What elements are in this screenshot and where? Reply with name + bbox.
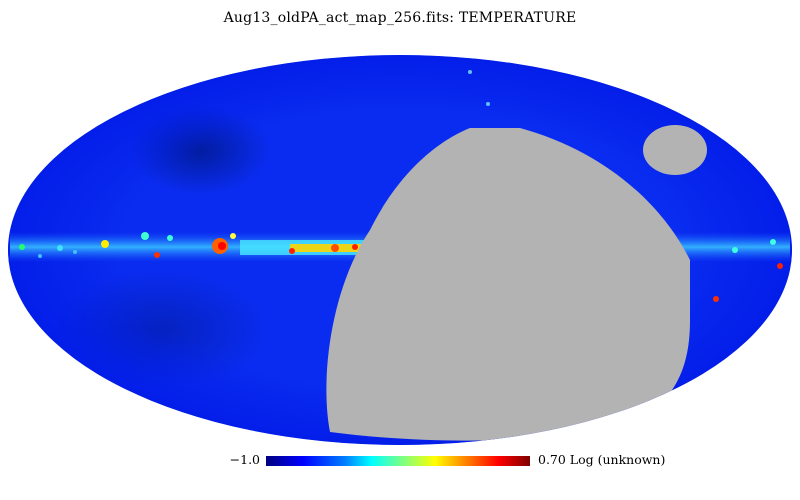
masked-patch-small (643, 125, 707, 175)
colorbar-max-label: 0.70 Log (unknown) (538, 452, 666, 467)
point-source (141, 232, 149, 240)
point-source (732, 247, 738, 253)
point-source (73, 250, 77, 254)
point-source (218, 242, 226, 250)
sky-region (8, 55, 792, 445)
point-source (331, 244, 339, 252)
point-source (19, 244, 25, 250)
masked-region (326, 128, 690, 441)
point-source (777, 263, 783, 269)
point-source (352, 244, 358, 250)
point-source (154, 252, 160, 258)
point-source (167, 235, 173, 241)
map-title: Aug13_oldPA_act_map_256.fits: TEMPERATUR… (223, 10, 577, 26)
point-source (468, 70, 472, 74)
point-source (289, 248, 295, 254)
point-source (486, 102, 490, 106)
colorbar (266, 456, 530, 466)
galactic-center-core (290, 244, 370, 252)
point-source (230, 233, 236, 239)
colorbar-min-label: −1.0 (229, 452, 260, 467)
point-source (713, 296, 719, 302)
bright-sources (19, 70, 783, 302)
point-source (770, 239, 776, 245)
point-source (57, 245, 63, 251)
point-source (101, 240, 109, 248)
point-source (38, 254, 42, 258)
